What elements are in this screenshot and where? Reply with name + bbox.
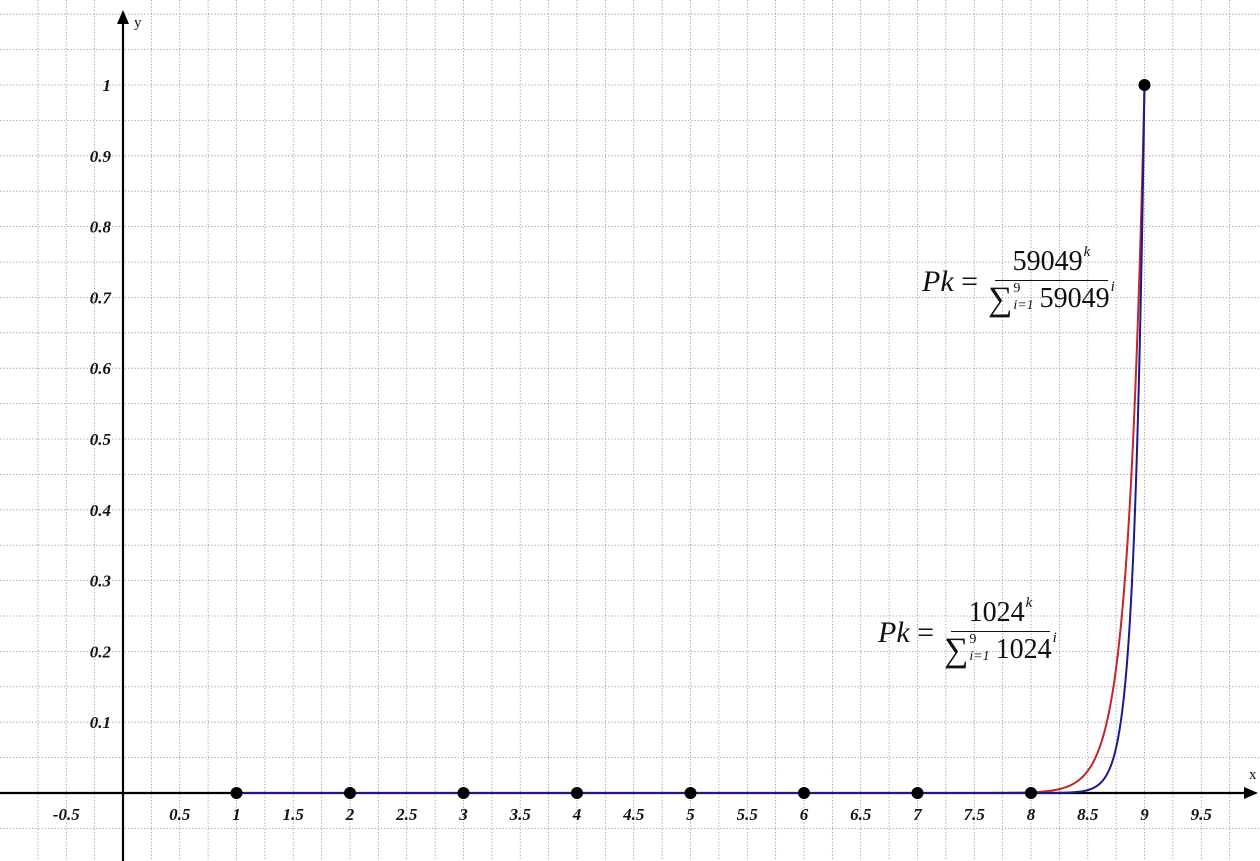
x-tick-label: 4 [572, 805, 582, 824]
y-tick-label: 0.8 [90, 218, 112, 237]
x-tick-label: 6 [800, 805, 809, 824]
sum-symbol: ∑ [988, 281, 1013, 318]
formula-fraction: 1024k ∑ 9 i=1 1024 i [944, 595, 1057, 669]
data-point [1025, 787, 1037, 799]
tick-labels: -0.5 0.5 1 1.5 2 2.5 3 3.5 4 4.5 5 5.5 6 6.5 7 7.5 8 8.5 9… [53, 76, 1213, 824]
y-tick-label: 0.1 [90, 713, 111, 732]
x-tick-label: 1 [232, 805, 241, 824]
data-point [230, 787, 243, 799]
x-tick-label: 5 [686, 805, 695, 824]
y-tick-label: 0.5 [90, 430, 112, 449]
data-point [911, 787, 924, 799]
x-tick-label: 2 [345, 805, 355, 824]
x-axis-label: x [1249, 767, 1257, 783]
x-tick-label: 1.5 [283, 805, 305, 824]
x-tick-label: 9.5 [1191, 805, 1213, 824]
data-point [1138, 79, 1151, 91]
formula-numerator: 1024k [950, 595, 1051, 632]
y-axis-arrow [117, 10, 129, 24]
x-tick-label: 7.5 [964, 805, 986, 824]
x-tick-label: 5.5 [737, 805, 759, 824]
y-tick-label: 0.3 [90, 572, 112, 591]
x-tick-label: 6.5 [850, 805, 872, 824]
x-tick-label: 2.5 [395, 805, 418, 824]
axes [0, 10, 1258, 861]
formula-1024: Pk = 1024k ∑ 9 i=1 1024 i [878, 595, 1057, 669]
x-tick-label: 7 [913, 805, 923, 824]
formula-lhs: Pk = [878, 615, 935, 649]
y-tick-label: 1 [103, 76, 112, 95]
y-tick-label: 0.9 [90, 147, 112, 166]
y-tick-label: 0.4 [90, 501, 111, 520]
x-tick-label: 9 [1140, 805, 1149, 824]
y-tick-label: 0.2 [90, 642, 112, 661]
y-tick-label: 0.7 [90, 288, 113, 307]
formula-denominator: ∑ 9 i=1 1024 i [944, 630, 1057, 669]
x-tick-label: 4.5 [622, 805, 645, 824]
x-tick-label: 8 [1027, 805, 1036, 824]
y-axis-label: y [134, 15, 142, 31]
formula-numerator: 59049k [994, 244, 1109, 281]
x-tick-label: 0.5 [169, 805, 191, 824]
x-tick-label: 8.5 [1077, 805, 1099, 824]
data-points [230, 79, 1151, 799]
formula-fraction: 59049k ∑ 9 i=1 59049 i [988, 244, 1115, 318]
formula-denominator: ∑ 9 i=1 59049 i [988, 279, 1115, 318]
x-tick-label: -0.5 [53, 805, 80, 824]
x-tick-label: 3 [458, 805, 468, 824]
x-tick-label: 3.5 [509, 805, 532, 824]
x-axis-arrow [1244, 787, 1258, 799]
data-point [571, 787, 583, 799]
sum-symbol: ∑ [944, 632, 969, 669]
y-tick-label: 0.6 [90, 359, 112, 378]
formula-lhs: Pk = [922, 264, 979, 298]
formula-59049: Pk = 59049k ∑ 9 i=1 59049 i [922, 244, 1115, 318]
data-point [798, 787, 810, 799]
data-point [457, 787, 470, 799]
data-point [344, 787, 356, 799]
data-point [684, 787, 697, 799]
